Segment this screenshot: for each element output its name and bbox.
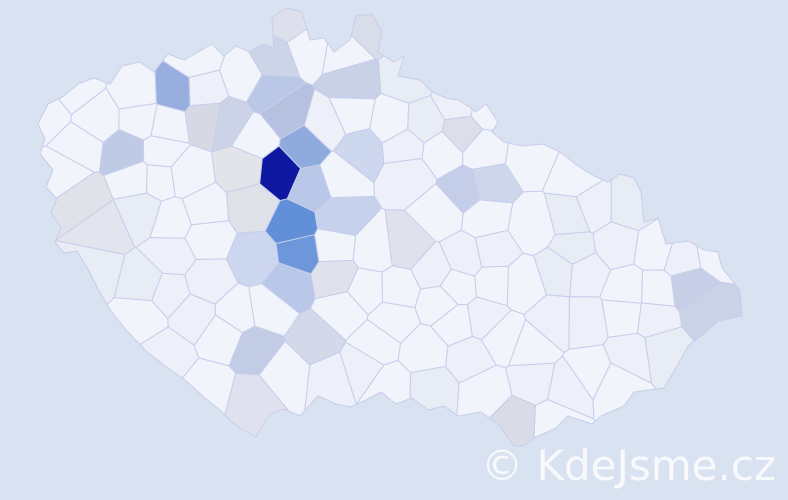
- map-region-highlighted: [312, 58, 382, 100]
- kdejsme-watermark: © KdeJsme.cz: [481, 441, 776, 490]
- map-region-highlighted: [228, 325, 286, 376]
- map-region: [644, 326, 695, 390]
- map-region-highlighted: [50, 171, 114, 242]
- map-region-highlighted: [284, 307, 347, 366]
- map-region-highlighted: [310, 259, 359, 299]
- map-region-highlighted: [314, 195, 383, 236]
- map-region-highlighted: [679, 281, 743, 342]
- map-region-highlighted: [224, 372, 290, 438]
- map-region-highlighted: [384, 209, 436, 270]
- map-region: [39, 145, 95, 199]
- map-region-highlighted: [441, 115, 484, 154]
- map-region: [356, 359, 411, 405]
- map-region-highlighted: [471, 163, 524, 204]
- map-region: [601, 299, 642, 338]
- map-region-highlighted: [55, 199, 136, 256]
- map-region-highlighted: [489, 394, 536, 447]
- map-region-highlighted: [225, 230, 280, 288]
- map-region-highlighted: [333, 128, 385, 184]
- map-region: [610, 173, 659, 232]
- map-region-highlighted: [271, 7, 308, 43]
- map-region-highlighted: [226, 183, 281, 234]
- map-regions-layer: [37, 7, 743, 447]
- map-region: [641, 269, 676, 307]
- map-region: [409, 365, 460, 416]
